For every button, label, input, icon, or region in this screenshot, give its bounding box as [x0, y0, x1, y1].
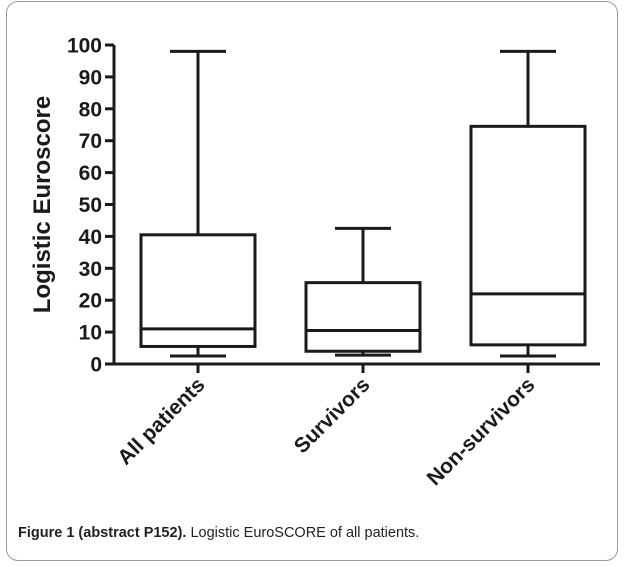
x-tick-label: All patients [113, 373, 209, 469]
y-tick-label: 80 [79, 98, 102, 121]
iqr-box [469, 124, 587, 347]
y-tick-label: 60 [79, 162, 102, 185]
box-survivors [304, 226, 422, 357]
y-tick-label: 70 [79, 130, 102, 153]
y-tick-label: 40 [79, 226, 102, 249]
y-axis-label: Logistic Euroscore [29, 96, 56, 313]
y-tick-label: 10 [79, 322, 102, 345]
x-tick-labels: All patients Survivors Non-survivors [113, 373, 539, 490]
caption-text: Logistic EuroSCORE of all patients. [186, 525, 420, 541]
x-tick-label: Non-survivors [423, 373, 540, 490]
axes: 0 10 20 30 40 50 60 70 80 90 100 [67, 35, 600, 377]
boxes [139, 49, 587, 358]
y-tick-label: 30 [79, 258, 102, 281]
figure-caption: Figure 1 (abstract P152). Logistic EuroS… [18, 525, 419, 541]
iqr-box [304, 281, 422, 353]
box-non-survivors [469, 49, 587, 358]
y-tick-label: 0 [90, 354, 102, 377]
y-tick-label: 100 [67, 35, 102, 58]
box-all-patients [139, 49, 257, 358]
caption-label: Figure 1 (abstract P152). [18, 525, 187, 541]
y-tick-label: 20 [79, 290, 102, 313]
y-tick-label: 90 [79, 66, 102, 89]
x-tick-label: Survivors [290, 373, 375, 458]
y-tick-label: 50 [79, 194, 102, 217]
